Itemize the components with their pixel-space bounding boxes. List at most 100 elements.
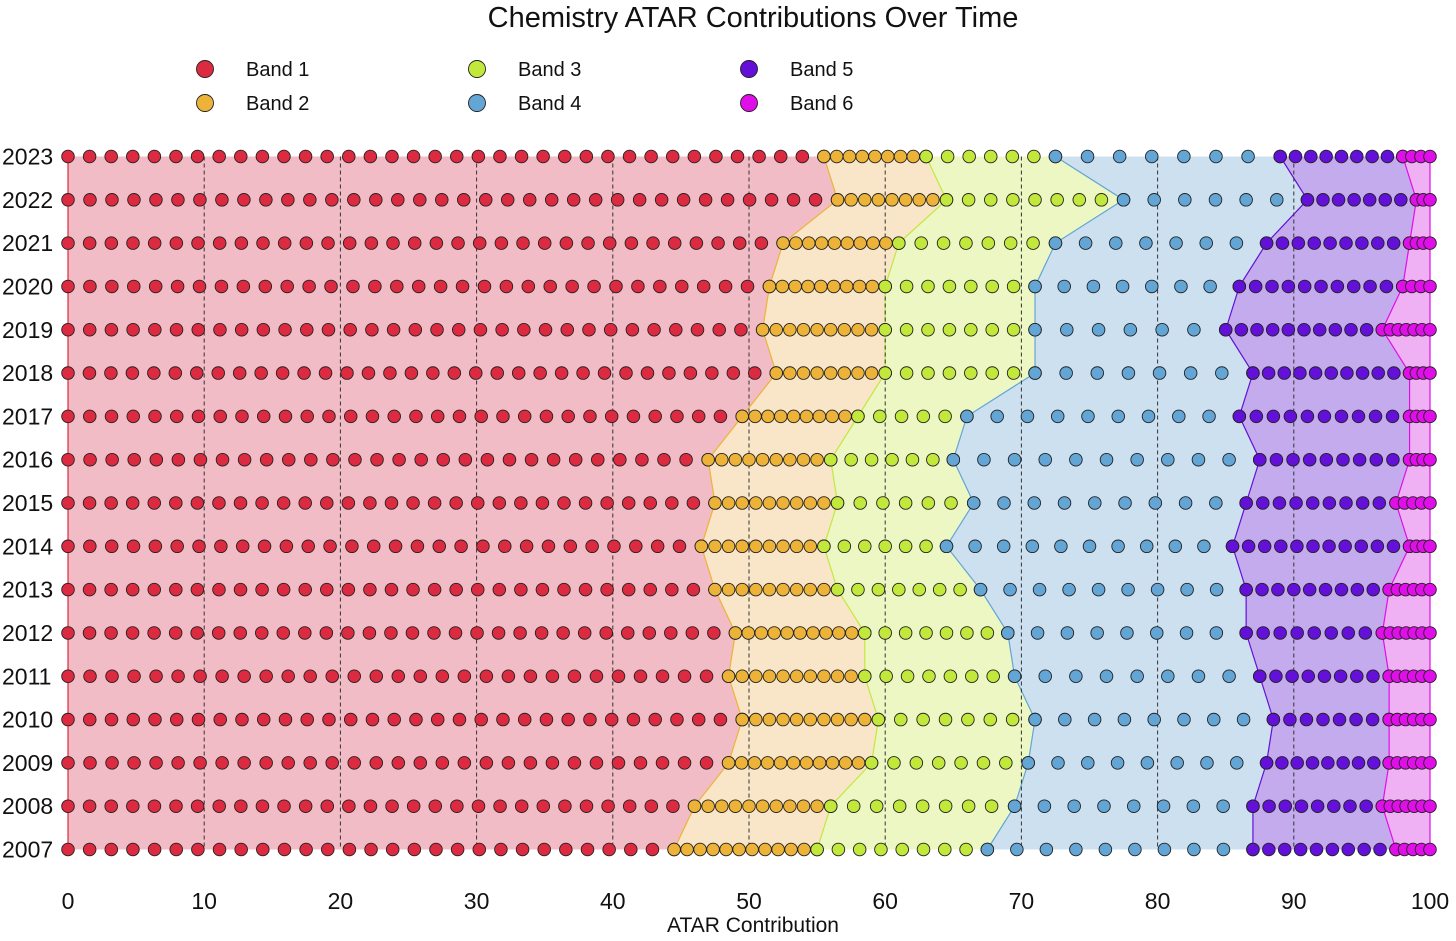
point-2008-band-1 — [190, 799, 205, 813]
point-2023-band-1 — [730, 149, 745, 164]
point-2018-band-2 — [851, 366, 865, 380]
point-2010-band-1 — [343, 712, 358, 727]
point-2019-band-4 — [1091, 323, 1106, 337]
point-2010-band-2 — [776, 712, 790, 727]
point-2011-band-2 — [817, 669, 831, 684]
point-2009-band-1 — [655, 756, 670, 770]
point-2012-band-4 — [1149, 626, 1164, 640]
point-2007-band-2 — [693, 842, 707, 857]
point-2019-band-4 — [1155, 323, 1169, 337]
point-2022-band-1 — [61, 193, 75, 207]
point-2014-band-2 — [721, 539, 736, 554]
point-2020-band-2 — [801, 279, 815, 294]
point-2012-band-5 — [1307, 626, 1321, 640]
point-2008-band-4 — [1067, 799, 1081, 813]
point-2016-band-1 — [370, 452, 384, 467]
point-2007-band-1 — [82, 842, 97, 857]
point-2009-band-1 — [435, 756, 450, 770]
point-2015-band-1 — [514, 496, 528, 510]
point-2010-band-1 — [474, 712, 488, 727]
year-label-2022: 2022 — [2, 187, 53, 213]
year-label-2014: 2014 — [2, 533, 53, 559]
point-2022-band-1 — [500, 193, 515, 207]
legend-label-band-1: Band 1 — [246, 59, 309, 81]
point-2007-band-4 — [1069, 842, 1083, 857]
legend-marker-band-5 — [740, 60, 758, 78]
point-2008-band-1 — [320, 799, 335, 813]
point-2012-band-2 — [819, 626, 833, 640]
point-2018-band-5 — [1340, 366, 1354, 380]
point-2011-band-1 — [435, 669, 450, 684]
point-2020-band-1 — [236, 279, 251, 294]
point-2022-band-4 — [1147, 193, 1161, 207]
point-2007-band-1 — [299, 842, 313, 857]
point-2021-band-1 — [581, 236, 595, 250]
point-2010-band-5 — [1316, 712, 1330, 727]
point-2022-band-5 — [1362, 193, 1377, 207]
point-2009-band-3 — [999, 756, 1013, 770]
point-2009-band-1 — [523, 756, 538, 770]
point-2011-band-1 — [391, 669, 406, 684]
point-2015-band-1 — [169, 496, 183, 510]
point-2022-band-5 — [1394, 193, 1408, 207]
point-2016-band-4 — [946, 452, 961, 467]
point-2023-band-1 — [773, 149, 788, 164]
point-2016-band-3 — [844, 452, 858, 467]
point-2021-band-1 — [407, 236, 422, 250]
point-2009-band-2 — [734, 756, 749, 770]
point-2009-band-3 — [931, 756, 946, 770]
point-2008-band-5 — [1262, 799, 1276, 813]
point-2017-band-2 — [761, 409, 775, 424]
point-2009-band-3 — [909, 756, 924, 770]
point-2018-band-5 — [1387, 366, 1401, 380]
point-2023-band-1 — [385, 149, 399, 164]
point-2012-band-1 — [642, 626, 657, 640]
point-2013-band-1 — [406, 582, 420, 597]
point-2008-band-1 — [471, 799, 486, 813]
point-2020-band-2 — [839, 279, 854, 294]
point-2009-band-4 — [1081, 756, 1095, 770]
point-2010-band-4 — [1117, 712, 1132, 727]
point-2009-band-2 — [773, 756, 788, 770]
point-2019-band-2 — [823, 323, 838, 337]
point-2011-band-4 — [1161, 669, 1175, 684]
point-2023-band-4 — [1048, 149, 1063, 164]
point-2015-band-5 — [1372, 496, 1387, 510]
point-2022-band-2 — [926, 193, 940, 207]
x-tick-40: 40 — [600, 888, 626, 914]
point-2008-band-4 — [1097, 799, 1111, 813]
point-2013-band-1 — [449, 582, 463, 597]
point-2008-band-5 — [1327, 799, 1341, 813]
point-2023-band-1 — [709, 149, 723, 164]
point-2022-band-2 — [858, 193, 872, 207]
point-2015-band-3 — [944, 496, 958, 510]
year-label-2016: 2016 — [2, 447, 53, 473]
point-2016-band-2 — [769, 452, 783, 467]
point-2010-band-1 — [430, 712, 445, 727]
point-2016-band-1 — [61, 452, 75, 467]
point-2016-band-1 — [546, 452, 561, 467]
point-2015-band-2 — [803, 496, 818, 510]
point-2020-band-1 — [148, 279, 163, 294]
point-2008-band-1 — [61, 799, 75, 813]
point-2012-band-1 — [491, 626, 506, 640]
point-2015-band-4 — [1057, 496, 1072, 510]
point-2021-band-1 — [169, 236, 184, 250]
point-2008-band-5 — [1294, 799, 1309, 813]
point-2007-band-1 — [321, 842, 335, 857]
point-2013-band-5 — [1302, 582, 1317, 597]
point-2021-band-3 — [1026, 236, 1040, 250]
point-2023-band-1 — [514, 149, 529, 164]
point-2012-band-1 — [556, 626, 570, 640]
point-2019-band-5 — [1281, 323, 1296, 337]
legend-label-band-2: Band 2 — [246, 93, 309, 115]
point-2017-band-2 — [774, 409, 788, 424]
point-2020-band-1 — [192, 279, 207, 294]
point-2009-band-4 — [1021, 756, 1035, 770]
point-2012-band-1 — [620, 626, 635, 640]
point-2021-band-1 — [212, 236, 227, 250]
point-2010-band-1 — [583, 712, 597, 727]
point-2008-band-1 — [234, 799, 248, 813]
point-2007-band-1 — [494, 842, 508, 857]
point-2022-band-4 — [1178, 193, 1192, 207]
